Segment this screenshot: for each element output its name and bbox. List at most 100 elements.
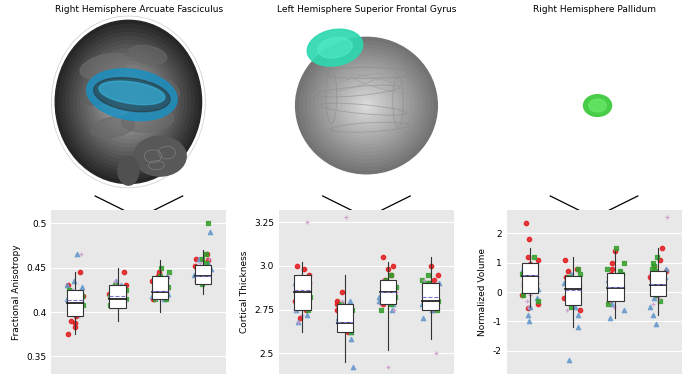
Point bbox=[616, 283, 627, 289]
Point bbox=[77, 293, 88, 299]
Point bbox=[109, 282, 120, 288]
Point bbox=[384, 289, 395, 295]
Point bbox=[147, 278, 158, 284]
Point bbox=[656, 286, 667, 292]
Point bbox=[110, 282, 121, 288]
Point bbox=[201, 260, 212, 266]
Point bbox=[603, 274, 614, 280]
Point bbox=[533, 286, 544, 292]
Point bbox=[66, 287, 77, 293]
Ellipse shape bbox=[339, 79, 394, 132]
Point bbox=[560, 277, 571, 283]
Point bbox=[149, 296, 160, 302]
Point bbox=[522, 274, 533, 280]
Point bbox=[336, 315, 347, 321]
Point bbox=[160, 290, 171, 296]
Point bbox=[419, 289, 430, 295]
Point bbox=[105, 300, 116, 306]
Point bbox=[613, 277, 624, 283]
Point bbox=[121, 298, 132, 304]
Point bbox=[416, 277, 427, 283]
Point bbox=[649, 263, 660, 269]
Point bbox=[619, 260, 630, 266]
Point bbox=[334, 307, 345, 313]
Point bbox=[161, 280, 172, 287]
Point bbox=[606, 280, 617, 286]
Point bbox=[119, 287, 129, 293]
Point bbox=[151, 296, 162, 302]
Point bbox=[377, 277, 388, 283]
Point bbox=[192, 278, 203, 284]
Point bbox=[424, 289, 435, 295]
Ellipse shape bbox=[351, 90, 382, 121]
Point bbox=[660, 265, 671, 271]
Point bbox=[199, 265, 210, 271]
Point bbox=[573, 265, 584, 271]
Ellipse shape bbox=[359, 98, 374, 113]
Point bbox=[652, 292, 663, 298]
Point bbox=[432, 307, 443, 313]
Point bbox=[421, 301, 432, 307]
Point bbox=[645, 271, 656, 277]
Point bbox=[526, 263, 537, 269]
Point bbox=[647, 286, 658, 292]
Point bbox=[421, 280, 432, 286]
Point bbox=[67, 291, 78, 297]
Point bbox=[647, 265, 658, 271]
Point bbox=[429, 298, 440, 304]
Point bbox=[425, 263, 436, 269]
Ellipse shape bbox=[77, 45, 179, 159]
Point bbox=[190, 266, 201, 273]
Point bbox=[608, 304, 619, 310]
Ellipse shape bbox=[319, 60, 414, 151]
Point bbox=[116, 282, 127, 288]
Point bbox=[158, 282, 169, 288]
Point bbox=[517, 271, 528, 277]
Ellipse shape bbox=[299, 41, 434, 170]
Point bbox=[192, 275, 203, 281]
Point bbox=[648, 263, 659, 269]
Point bbox=[527, 271, 538, 277]
Point bbox=[560, 257, 571, 263]
Point bbox=[432, 289, 443, 295]
Point bbox=[521, 265, 532, 271]
Point bbox=[111, 278, 122, 284]
Point bbox=[336, 312, 347, 318]
Point bbox=[293, 319, 304, 325]
Point bbox=[388, 289, 399, 295]
Point bbox=[615, 280, 626, 286]
Point bbox=[162, 273, 173, 279]
Ellipse shape bbox=[303, 45, 429, 166]
Point bbox=[155, 287, 166, 293]
Point bbox=[202, 251, 213, 257]
Point bbox=[377, 254, 388, 260]
Point bbox=[650, 280, 661, 286]
Point bbox=[290, 307, 301, 313]
Point bbox=[302, 294, 313, 300]
Bar bbox=[564, 276, 581, 305]
Point bbox=[162, 284, 173, 290]
Point bbox=[338, 324, 349, 330]
Point bbox=[202, 257, 213, 263]
Point bbox=[421, 289, 432, 295]
Point bbox=[647, 301, 658, 307]
Point bbox=[387, 307, 398, 313]
Bar bbox=[66, 290, 83, 316]
Point bbox=[192, 265, 203, 271]
Point bbox=[658, 283, 669, 289]
Point bbox=[189, 263, 200, 269]
Point bbox=[153, 282, 164, 288]
Point bbox=[653, 280, 664, 286]
Point bbox=[644, 304, 655, 310]
Ellipse shape bbox=[589, 99, 606, 112]
Ellipse shape bbox=[91, 117, 134, 138]
Ellipse shape bbox=[88, 57, 169, 147]
Point bbox=[519, 286, 530, 292]
Ellipse shape bbox=[134, 136, 186, 176]
Ellipse shape bbox=[343, 83, 390, 128]
Point bbox=[660, 274, 671, 280]
Point bbox=[69, 324, 80, 330]
Point bbox=[607, 274, 618, 280]
Point bbox=[612, 274, 623, 280]
Point bbox=[201, 273, 212, 279]
